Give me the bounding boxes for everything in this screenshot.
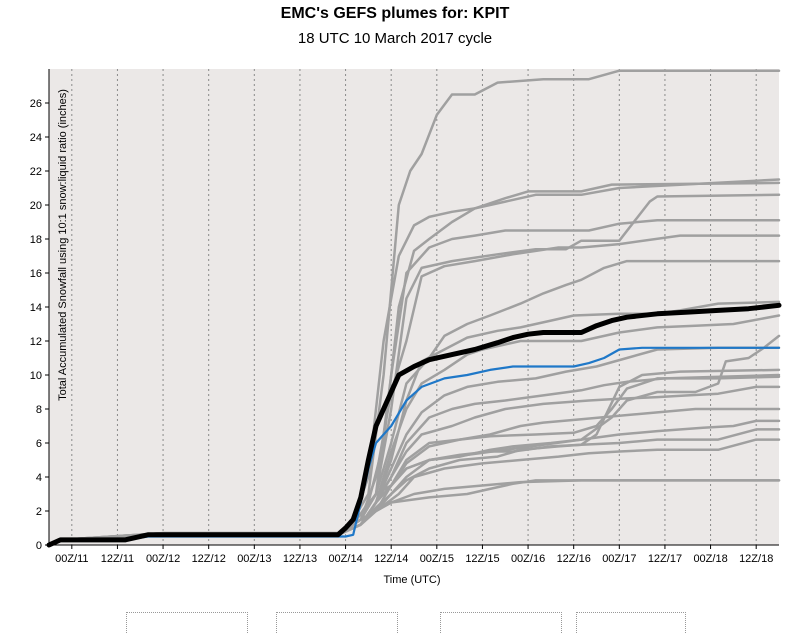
chart-subtitle: 18 UTC 10 March 2017 cycle bbox=[297, 30, 493, 47]
x-tick-label: 12Z/16 bbox=[557, 553, 591, 565]
y-tick-label: 0 bbox=[36, 540, 42, 552]
chart-title: EMC's GEFS plumes for: KPIT bbox=[280, 5, 510, 22]
ensemble-mean-line bbox=[46, 302, 782, 548]
x-tick-label: 12Z/14 bbox=[374, 553, 408, 565]
y-tick-label: 20 bbox=[30, 200, 42, 212]
x-tick-label: 00Z/17 bbox=[602, 553, 636, 565]
x-tick-label: 12Z/13 bbox=[283, 553, 317, 565]
y-tick-label: 24 bbox=[30, 132, 42, 144]
y-tick-label: 6 bbox=[36, 438, 42, 450]
bottom-panel-placeholder bbox=[126, 612, 248, 633]
x-tick-label: 00Z/13 bbox=[237, 553, 271, 565]
x-tick-label: 12Z/17 bbox=[648, 553, 682, 565]
y-tick-label: 14 bbox=[30, 302, 42, 314]
x-tick-label: 12Z/12 bbox=[192, 553, 226, 565]
y-tick-label: 22 bbox=[30, 166, 42, 178]
x-tick-label: 00Z/11 bbox=[55, 553, 88, 565]
bottom-panel-placeholder bbox=[576, 612, 686, 633]
y-tick-label: 18 bbox=[30, 234, 42, 246]
y-axis-title: Total Accumulated Snowfall using 10:1 sn… bbox=[57, 89, 69, 401]
x-tick-label: 00Z/16 bbox=[511, 553, 545, 565]
y-tick-label: 26 bbox=[30, 98, 42, 110]
axis-layer: 00Z/11 12Z/11 00Z/12 12Z/12 00Z/13 12Z/13 00Z/… bbox=[30, 69, 779, 565]
y-tick-label: 8 bbox=[36, 404, 42, 416]
x-axis-title: Time (UTC) bbox=[383, 574, 440, 586]
x-tick-label: 00Z/12 bbox=[146, 553, 180, 565]
x-tick-label: 12Z/18 bbox=[739, 553, 773, 565]
x-tick-label: 12Z/11 bbox=[101, 553, 134, 565]
x-tick-label: 00Z/18 bbox=[693, 553, 727, 565]
y-tick-label: 16 bbox=[30, 268, 42, 280]
series-layer bbox=[46, 69, 782, 548]
y-tick-label: 2 bbox=[36, 506, 42, 518]
y-tick-label: 12 bbox=[30, 336, 42, 348]
x-tick-label: 12Z/15 bbox=[465, 553, 499, 565]
bottom-panel-placeholder bbox=[276, 612, 398, 633]
bottom-panel-placeholder bbox=[440, 612, 562, 633]
x-tick-label: 00Z/14 bbox=[328, 553, 362, 565]
y-tick-label: 4 bbox=[36, 472, 42, 484]
x-tick-label: 00Z/15 bbox=[420, 553, 454, 565]
y-tick-label: 10 bbox=[30, 370, 42, 382]
